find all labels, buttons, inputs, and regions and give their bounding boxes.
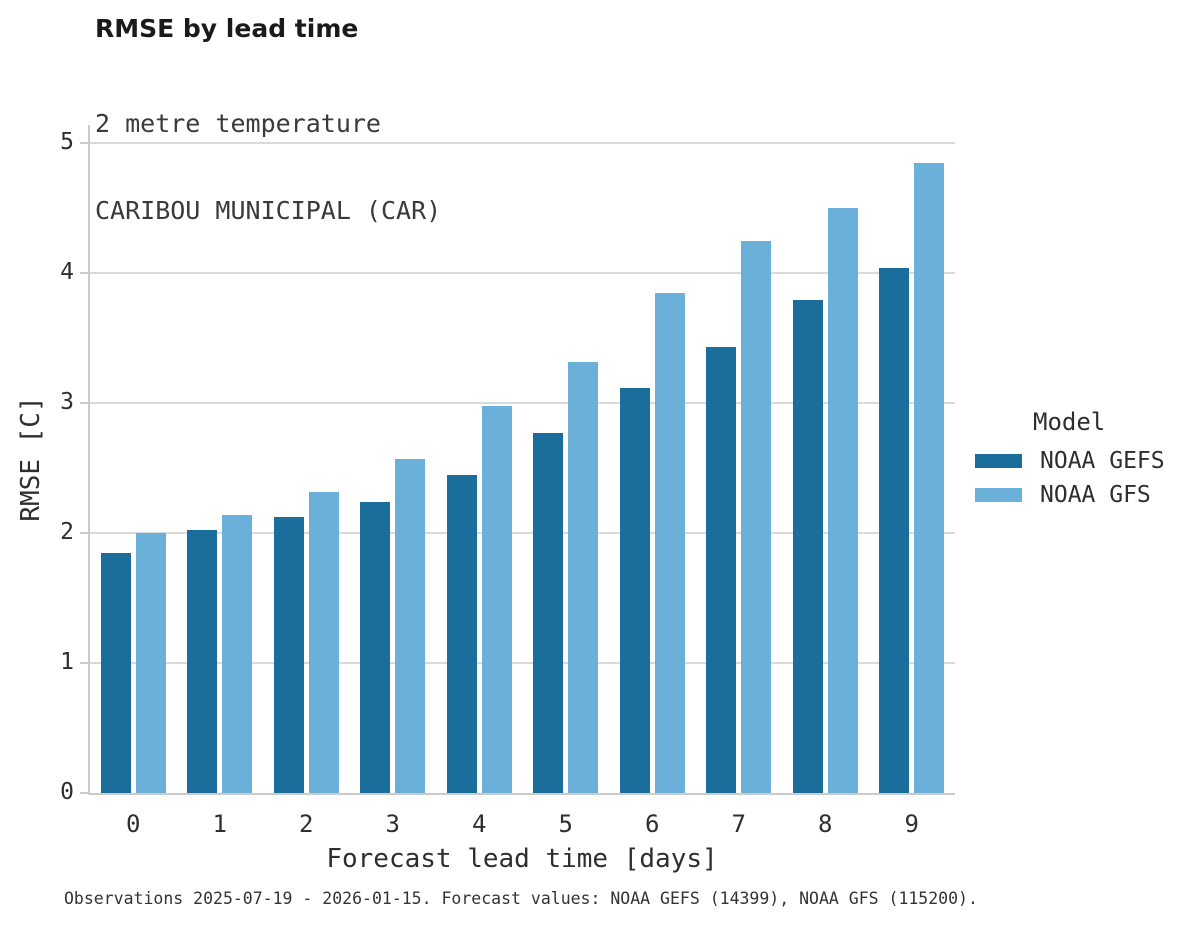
x-tick-label-0: 0 bbox=[126, 810, 141, 838]
y-tick-label-5: 5 bbox=[60, 129, 74, 156]
bar-noaa-gfs-lead-1 bbox=[222, 514, 253, 793]
y-tick-mark-0 bbox=[80, 792, 88, 794]
y-tick-label-3: 3 bbox=[60, 389, 74, 416]
bar-noaa-gefs-lead-3 bbox=[360, 501, 391, 793]
y-tick-mark-1 bbox=[80, 662, 88, 665]
legend-label: NOAA GEFS bbox=[1040, 448, 1165, 474]
legend-swatch-noaa-gfs bbox=[975, 488, 1022, 502]
legend-items: NOAA GEFS NOAA GFS bbox=[975, 444, 1185, 512]
plot-area bbox=[88, 125, 955, 795]
y-tick-label-0: 0 bbox=[60, 778, 74, 805]
bar-noaa-gefs-lead-0 bbox=[100, 552, 131, 793]
gridline-y-1 bbox=[90, 662, 955, 665]
bar-noaa-gefs-lead-4 bbox=[446, 474, 477, 793]
bar-noaa-gefs-lead-8 bbox=[792, 300, 823, 793]
legend-label: NOAA GFS bbox=[1040, 482, 1151, 508]
bar-noaa-gfs-lead-6 bbox=[654, 292, 685, 793]
legend-item-noaa-gfs: NOAA GFS bbox=[975, 478, 1185, 512]
gridline-y-5 bbox=[90, 142, 955, 145]
x-tick-label-1: 1 bbox=[212, 810, 227, 838]
bar-noaa-gfs-lead-4 bbox=[481, 405, 512, 793]
legend-item-noaa-gefs: NOAA GEFS bbox=[975, 444, 1185, 478]
subtitle-variable: 2 metre temperature bbox=[95, 109, 381, 138]
bar-noaa-gfs-lead-9 bbox=[914, 162, 945, 793]
x-tick-label-7: 7 bbox=[731, 810, 746, 838]
gridline-y-2 bbox=[90, 532, 955, 535]
x-tick-label-3: 3 bbox=[385, 810, 400, 838]
bar-noaa-gfs-lead-2 bbox=[308, 491, 339, 793]
y-tick-mark-3 bbox=[80, 402, 88, 405]
bar-noaa-gefs-lead-5 bbox=[533, 433, 564, 793]
caption-note: Observations 2025-07-19 - 2026-01-15. Fo… bbox=[64, 889, 978, 908]
y-tick-mark-4 bbox=[80, 272, 88, 275]
x-tick-label-5: 5 bbox=[558, 810, 573, 838]
legend-title: Model bbox=[1033, 408, 1106, 436]
bar-noaa-gfs-lead-7 bbox=[741, 240, 772, 793]
bar-noaa-gfs-lead-5 bbox=[568, 361, 599, 793]
chart-subtitle: 2 metre temperature CARIBOU MUNICIPAL (C… bbox=[95, 51, 441, 283]
legend-swatch-noaa-gefs bbox=[975, 454, 1022, 468]
x-tick-label-4: 4 bbox=[472, 810, 487, 838]
y-tick-label-2: 2 bbox=[60, 519, 74, 546]
bar-noaa-gfs-lead-8 bbox=[827, 208, 858, 793]
y-tick-label-4: 4 bbox=[60, 259, 74, 286]
bar-noaa-gefs-lead-1 bbox=[187, 530, 218, 793]
x-tick-label-6: 6 bbox=[645, 810, 660, 838]
gridline-y-3 bbox=[90, 402, 955, 405]
bar-noaa-gefs-lead-2 bbox=[273, 517, 304, 793]
x-tick-label-9: 9 bbox=[904, 810, 919, 838]
y-tick-mark-2 bbox=[80, 532, 88, 535]
subtitle-station: CARIBOU MUNICIPAL (CAR) bbox=[95, 196, 442, 225]
bar-noaa-gefs-lead-7 bbox=[706, 347, 737, 793]
y-axis-title: RMSE [C] bbox=[16, 396, 46, 522]
bar-noaa-gefs-lead-9 bbox=[879, 267, 910, 793]
bar-noaa-gfs-lead-0 bbox=[135, 533, 166, 793]
chart-title: RMSE by lead time bbox=[95, 14, 359, 43]
legend: Model NOAA GEFS NOAA GFS bbox=[975, 408, 1185, 512]
x-axis-title: Forecast lead time [days] bbox=[326, 844, 718, 874]
bar-noaa-gefs-lead-6 bbox=[619, 387, 650, 793]
gridline-y-4 bbox=[90, 272, 955, 275]
y-tick-mark-5 bbox=[80, 142, 88, 145]
x-tick-label-8: 8 bbox=[818, 810, 833, 838]
x-tick-label-2: 2 bbox=[299, 810, 314, 838]
bar-noaa-gfs-lead-3 bbox=[395, 459, 426, 793]
y-tick-label-1: 1 bbox=[60, 648, 74, 675]
